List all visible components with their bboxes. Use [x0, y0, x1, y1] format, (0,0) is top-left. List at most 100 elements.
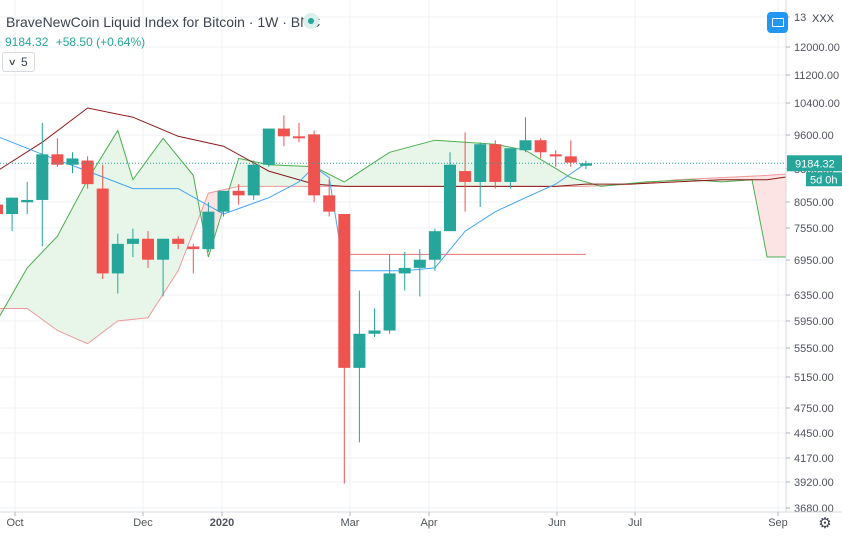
cloud-segment — [279, 164, 285, 187]
market-status-icon[interactable] — [303, 13, 319, 29]
candle — [51, 138, 64, 167]
cloud-segment — [770, 174, 775, 258]
cloud-segment — [41, 247, 47, 323]
price-tick-label: 10400.00 — [794, 98, 840, 110]
cloud-segment — [781, 173, 787, 258]
last-price-badge-label: 9184.32 — [795, 158, 835, 170]
cloud-segment — [242, 158, 247, 187]
time-tick-label: Jun — [548, 517, 566, 529]
cloud-segment — [408, 145, 413, 187]
candle-body — [81, 160, 94, 185]
cloud-segment — [189, 169, 194, 240]
countdown-badge-label: 5d 0h — [810, 174, 838, 186]
candle-body — [6, 197, 19, 215]
candle — [6, 197, 19, 232]
time-tick-label: Dec — [133, 517, 153, 529]
candle — [157, 238, 170, 297]
candle-body — [187, 246, 200, 250]
candle-body — [111, 243, 124, 274]
candle — [277, 115, 290, 147]
candle-body — [579, 163, 592, 166]
cloud-segment — [170, 146, 175, 283]
cloud-segment — [57, 228, 62, 333]
cloud-segment — [528, 151, 534, 187]
price-tick-label: 9600.00 — [794, 130, 834, 142]
cloud-segment — [381, 154, 387, 187]
candle-body — [504, 148, 517, 182]
cloud-segment — [385, 151, 390, 187]
ichimoku-cloud — [0, 129, 798, 345]
collapse-indicators-button[interactable]: ∨ 5 — [2, 52, 35, 72]
conversion-line — [0, 136, 587, 272]
candle-body — [428, 231, 441, 260]
cloud-segment — [544, 160, 549, 187]
cloud-segment — [34, 254, 39, 318]
candle — [534, 138, 547, 159]
cloud-segment — [109, 135, 115, 328]
candle — [36, 122, 49, 247]
candle — [66, 152, 79, 174]
candle-body — [308, 134, 321, 196]
cloud-segment — [517, 148, 523, 187]
candle — [293, 122, 305, 143]
candle — [428, 228, 441, 271]
cloud-segment — [162, 137, 168, 295]
chevron-down-icon: ∨ — [8, 56, 18, 67]
screenshot-button-icon[interactable] — [767, 12, 788, 33]
cloud-segment — [79, 185, 85, 343]
base-line — [0, 107, 798, 187]
cloud-segment — [298, 165, 304, 187]
last-price: 9184.32 — [5, 35, 49, 49]
candle — [262, 128, 275, 167]
last-price-badge: 9184.32 5d 0h — [787, 155, 842, 187]
candle — [202, 202, 215, 252]
last-price-badge-bg — [787, 155, 842, 172]
compare-symbol-label[interactable]: XXX — [812, 13, 835, 25]
cloud-segment — [411, 144, 417, 187]
candle-body — [36, 154, 49, 200]
cloud-segment — [64, 213, 70, 336]
cloud-segment — [774, 174, 779, 258]
price-tick-label: 7550.00 — [794, 223, 834, 235]
candle — [172, 236, 185, 250]
price-axis-bg — [786, 0, 842, 512]
cloud-segment — [276, 164, 281, 187]
candle — [444, 152, 456, 232]
cloud-segment — [49, 239, 54, 329]
candle — [323, 179, 336, 217]
cloud-segment — [147, 152, 153, 319]
candle — [368, 308, 381, 338]
cloud-segment — [113, 129, 119, 325]
cloud-segment — [264, 163, 270, 187]
time-tick-label: 2020 — [210, 517, 234, 529]
candle-body — [126, 238, 139, 244]
cloud-segment — [521, 149, 526, 187]
cloud-segment — [291, 165, 296, 187]
cloud-segment — [419, 142, 424, 187]
candle-body — [534, 140, 547, 153]
cloud-segment — [83, 178, 88, 345]
cloud-segment — [132, 173, 137, 320]
gear-icon[interactable]: ⚙ — [818, 515, 832, 532]
symbol-title[interactable]: BraveNewCoin Liquid Index for Bitcoin · … — [6, 14, 321, 30]
candle — [564, 140, 577, 167]
indicator-count: 5 — [20, 55, 28, 69]
cloud-segment — [185, 164, 190, 250]
candle — [232, 184, 245, 205]
time-tick-label: Mar — [341, 517, 360, 529]
candle — [504, 148, 517, 189]
cloud-segment — [91, 165, 96, 342]
price-tick-label: 4450.00 — [794, 428, 834, 440]
cloud-segment — [393, 149, 398, 187]
candle-body — [142, 238, 154, 260]
leading-span-a-line — [0, 129, 798, 317]
price-tick-label: 3920.00 — [794, 477, 834, 489]
time-tick-label: Jul — [628, 517, 642, 529]
cloud-segment — [427, 140, 432, 187]
candle-body — [277, 128, 290, 137]
candle-body — [549, 154, 562, 157]
cloud-segment — [287, 165, 292, 187]
candle-body — [564, 156, 577, 163]
candle — [247, 160, 260, 200]
